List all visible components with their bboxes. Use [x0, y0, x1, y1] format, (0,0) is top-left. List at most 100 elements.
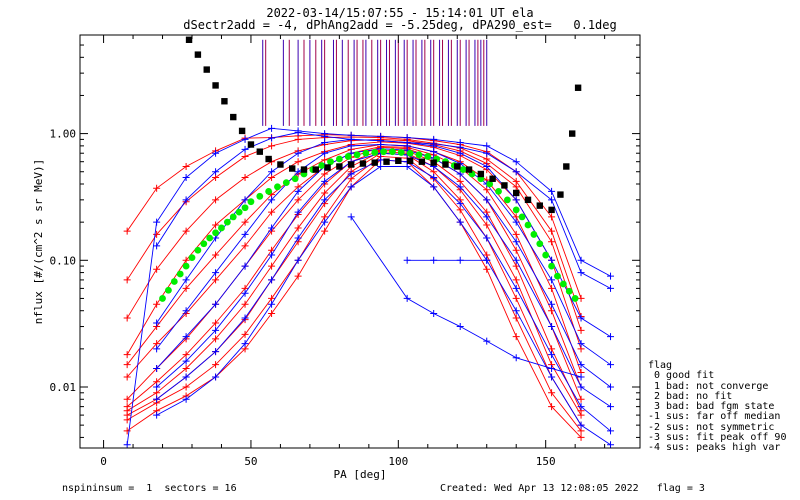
blue-data-point — [294, 129, 302, 137]
blue-data-point — [456, 170, 464, 178]
blue-data-point — [548, 323, 556, 331]
red-data-point — [577, 395, 585, 403]
blue-data-point — [512, 168, 520, 176]
red-data-point — [321, 227, 329, 235]
black-median-dot — [312, 166, 319, 173]
green-fit-dot — [565, 287, 573, 295]
blue-data-point — [483, 196, 491, 204]
x-axis-label: PA [deg] — [334, 468, 387, 481]
red-data-point — [182, 351, 190, 359]
red-data-point — [241, 330, 249, 338]
black-median-dot — [256, 148, 263, 155]
black-median-dot — [336, 163, 343, 170]
green-fit-dot — [415, 151, 423, 159]
blue-data-point — [182, 333, 190, 341]
blue-data-point — [456, 143, 464, 151]
red-data-point — [548, 227, 556, 235]
red-data-point — [548, 213, 556, 221]
red-data-point — [241, 218, 249, 226]
green-fit-dot — [406, 149, 414, 157]
red-data-point — [577, 294, 585, 302]
green-fit-dot — [223, 218, 231, 226]
blue-data-point — [577, 421, 585, 429]
black-median-dot — [289, 165, 296, 172]
blue-data-point — [512, 284, 520, 292]
red-data-point — [123, 427, 131, 435]
blue-data-point — [182, 373, 190, 381]
blue-data-point — [294, 256, 302, 264]
green-fit-dot — [353, 151, 361, 159]
blue-data-point — [212, 373, 220, 381]
blue-data-point — [268, 251, 276, 259]
red-data-point — [548, 284, 556, 292]
plot-data-area — [123, 36, 615, 448]
blue-data-point — [548, 276, 556, 284]
black-median-dot — [536, 202, 543, 209]
black-median-dot — [371, 159, 378, 166]
green-fit-dot — [265, 187, 273, 195]
black-median-dot — [230, 113, 237, 121]
red-data-point — [268, 262, 276, 270]
blue-data-point — [241, 145, 249, 153]
blue-series-line — [350, 216, 582, 378]
green-fit-dot — [335, 155, 343, 163]
red-data-point — [321, 189, 329, 197]
blue-data-point — [512, 218, 520, 226]
flag-legend-item: -4 sus: peaks high var — [648, 442, 781, 454]
x-tick-label: 150 — [536, 455, 556, 468]
red-data-point — [512, 314, 520, 322]
green-fit-dot — [170, 278, 178, 285]
blue-data-point — [212, 300, 220, 308]
flag-legend-item: -2 sus: not symmetric — [648, 421, 775, 433]
black-median-dot — [557, 191, 564, 198]
blue-data-point — [456, 256, 464, 264]
blue-data-point — [241, 135, 249, 143]
blue-data-point — [321, 132, 329, 140]
red-data-point — [212, 276, 220, 284]
green-fit-dot — [389, 148, 396, 156]
blue-data-point — [153, 395, 161, 403]
blue-data-point — [577, 383, 585, 391]
green-fit-dot — [503, 196, 511, 204]
blue-data-point — [241, 196, 249, 204]
green-fit-dot — [235, 208, 243, 216]
red-data-point — [483, 265, 491, 273]
blue-data-point — [430, 174, 438, 182]
blue-data-point — [153, 218, 161, 226]
chart-title-line2: dSectr2add = -4, dPhAng2add = -5.25deg, … — [183, 18, 617, 32]
blue-data-point — [153, 364, 161, 372]
blue-data-point — [321, 218, 329, 226]
flag-legend-title: flag — [648, 360, 673, 371]
black-median-dot — [430, 159, 437, 166]
black-median-dot — [194, 51, 202, 58]
blue-data-point — [430, 256, 438, 264]
green-fit-dot — [229, 213, 237, 221]
green-fit-dot — [165, 286, 172, 294]
blue-data-point — [294, 187, 302, 195]
blue-data-point — [483, 256, 491, 264]
blue-data-point — [512, 307, 520, 315]
green-fit-dot — [194, 246, 202, 254]
green-fit-dot — [327, 158, 334, 166]
black-median-dot — [395, 157, 402, 164]
blue-data-point — [182, 196, 190, 204]
red-data-point — [153, 265, 161, 273]
blue-data-point — [123, 441, 131, 448]
green-fit-dot — [524, 221, 532, 229]
x-tick-label: 100 — [388, 455, 408, 468]
blue-data-point — [512, 158, 520, 166]
black-median-dot — [238, 127, 246, 135]
green-fit-dot — [459, 166, 467, 173]
blue-data-point — [430, 148, 438, 156]
green-fit-dot — [518, 213, 526, 221]
blue-data-point — [607, 403, 615, 411]
footer-right-text: Created: Wed Apr 13 12:08:05 2022 flag =… — [440, 483, 705, 494]
blue-data-point — [153, 383, 161, 391]
green-fit-dot — [200, 240, 208, 248]
red-data-point — [294, 196, 302, 204]
blue-data-point — [212, 326, 220, 334]
black-median-dot — [300, 166, 308, 173]
blue-data-point — [483, 213, 491, 221]
red-data-point — [212, 196, 220, 204]
